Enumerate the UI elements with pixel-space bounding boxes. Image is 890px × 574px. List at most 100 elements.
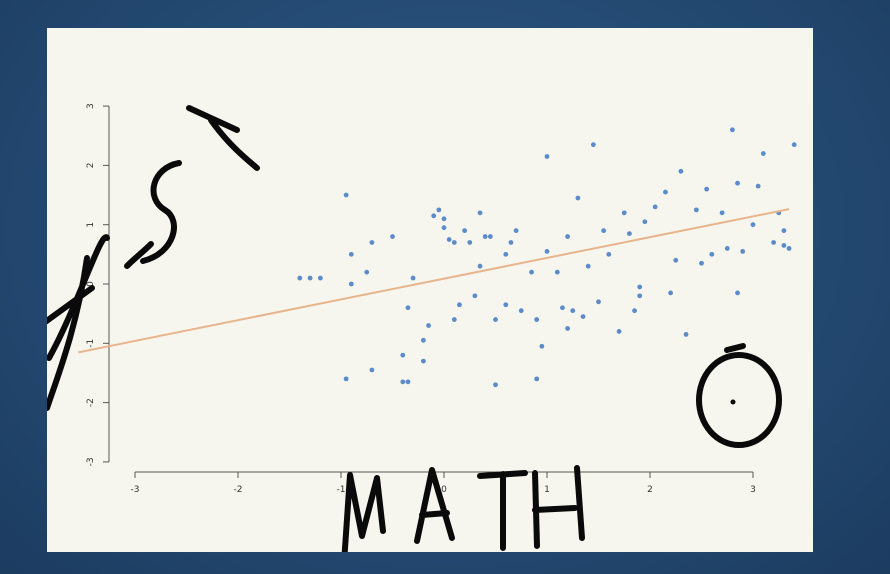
- ink-annotation-t: [186, 105, 260, 171]
- data-point: [544, 154, 550, 159]
- data-point: [441, 225, 447, 231]
- x-tick-label: 3: [750, 485, 756, 495]
- data-point: [472, 293, 478, 299]
- data-point: [735, 290, 740, 296]
- data-point: [513, 228, 519, 234]
- data-point: [621, 210, 627, 216]
- data-point: [451, 240, 457, 245]
- data-point: [400, 352, 406, 358]
- data-point: [451, 317, 457, 322]
- data-point: [632, 308, 637, 314]
- data-point: [596, 299, 601, 305]
- data-point: [421, 337, 426, 343]
- data-point: [575, 195, 581, 201]
- data-point: [318, 275, 323, 281]
- data-point: [508, 240, 514, 245]
- data-point: [364, 269, 370, 275]
- data-point: [616, 329, 622, 334]
- x-tick-label: -3: [131, 485, 140, 495]
- data-point: [369, 240, 375, 245]
- data-point: [560, 305, 565, 311]
- data-point: [503, 302, 509, 308]
- x-tick-label: 1: [544, 485, 550, 495]
- y-tick-label: 1: [86, 222, 96, 228]
- y-tick-label: -1: [86, 339, 96, 348]
- data-point: [565, 326, 570, 331]
- data-point: [570, 308, 576, 314]
- data-point: [348, 281, 354, 287]
- y-tick-label: 3: [86, 103, 96, 109]
- data-point: [529, 269, 534, 275]
- y-tick-label: 0: [86, 281, 96, 287]
- x-tick-label: 0: [441, 485, 447, 495]
- data-point: [426, 323, 431, 328]
- ink-annotation-h: [47, 234, 110, 411]
- data-point: [436, 207, 442, 213]
- data-point: [755, 183, 761, 189]
- data-point: [441, 216, 447, 222]
- data-point: [652, 204, 658, 210]
- data-point: [534, 317, 540, 322]
- data-point: [405, 305, 411, 311]
- ink-annotation-zero-dot: [730, 399, 736, 405]
- data-point: [539, 343, 545, 349]
- data-point: [493, 317, 498, 322]
- x-tick-label: -1: [337, 485, 346, 495]
- data-point: [724, 246, 730, 251]
- data-point: [663, 189, 668, 195]
- ink-annotation-s: [140, 160, 182, 264]
- x-tick-label: -2: [234, 485, 243, 495]
- data-point: [735, 180, 740, 186]
- x-tick-label: 2: [647, 485, 653, 495]
- data-point: [642, 219, 648, 225]
- data-point: [637, 284, 643, 290]
- data-point: [405, 379, 411, 385]
- data-point: [760, 151, 766, 156]
- data-point: [786, 246, 792, 251]
- data-point: [580, 314, 586, 320]
- ink-annotation-h2: [532, 465, 585, 549]
- ink-annotation-t2: [477, 470, 528, 551]
- data-point: [307, 275, 313, 281]
- data-point: [554, 269, 560, 275]
- data-point: [781, 243, 787, 248]
- data-point: [704, 186, 710, 192]
- data-point: [457, 302, 462, 308]
- ink-annotation-zero-tick: [724, 343, 746, 353]
- data-point: [637, 293, 643, 299]
- data-point: [493, 382, 498, 388]
- data-point: [730, 127, 735, 133]
- data-point: [709, 251, 715, 257]
- data-point: [431, 213, 437, 219]
- data-point: [487, 234, 493, 239]
- data-point: [791, 142, 797, 148]
- data-point: [771, 240, 776, 245]
- data-point: [421, 358, 426, 364]
- data-point: [668, 290, 673, 296]
- ink-annotation-a: [414, 467, 455, 544]
- data-point: [297, 275, 303, 281]
- data-point: [699, 260, 704, 266]
- data-point: [410, 275, 416, 281]
- scatter-chart: -3 -2 -1 0 1 2 3 -3 -2 -1 0 1 2 3: [47, 103, 797, 552]
- data-point: [683, 332, 689, 337]
- data-point: [565, 234, 570, 239]
- data-point: [462, 228, 467, 234]
- data-point: [467, 240, 473, 245]
- data-point: [348, 251, 354, 257]
- ink-annotation-i: [124, 241, 154, 269]
- y-tick-label: 2: [86, 163, 96, 169]
- data-point: [343, 376, 349, 382]
- data-point: [400, 379, 406, 385]
- data-point: [719, 210, 725, 216]
- regression-line: [78, 208, 790, 354]
- data-point: [781, 228, 787, 234]
- data-point: [673, 257, 679, 263]
- data-point: [544, 248, 550, 254]
- data-point: [693, 207, 699, 213]
- ink-annotation-m: [341, 472, 386, 552]
- data-point: [518, 308, 524, 314]
- data-point: [601, 228, 607, 234]
- data-point: [390, 234, 395, 239]
- data-point: [369, 367, 375, 373]
